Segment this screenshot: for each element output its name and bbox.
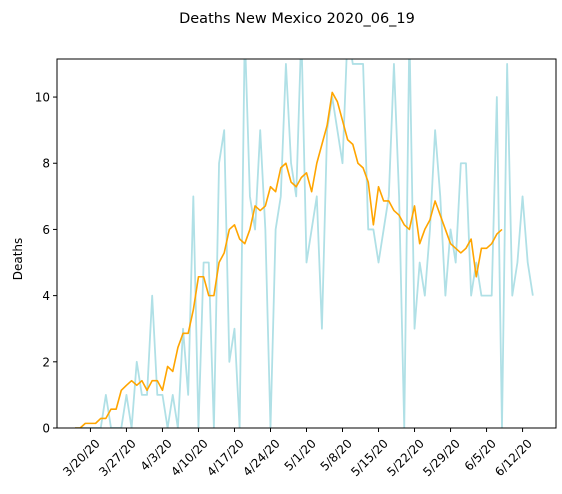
y-tick-label: 4 bbox=[42, 289, 50, 303]
y-tick-label: 8 bbox=[42, 157, 50, 171]
series-group bbox=[75, 59, 534, 428]
y-tick-label: 6 bbox=[42, 223, 50, 237]
y-axis-label: Deaths bbox=[11, 238, 25, 281]
y-axis: 0 2 4 6 8 10 bbox=[35, 91, 57, 436]
moving-average-line bbox=[75, 91, 503, 428]
y-tick-label: 2 bbox=[42, 355, 50, 369]
chart-title: Deaths New Mexico 2020_06_19 bbox=[179, 11, 415, 27]
daily-deaths-line bbox=[75, 59, 534, 428]
y-tick-label: 0 bbox=[42, 422, 50, 436]
y-tick-label: 10 bbox=[35, 91, 50, 105]
